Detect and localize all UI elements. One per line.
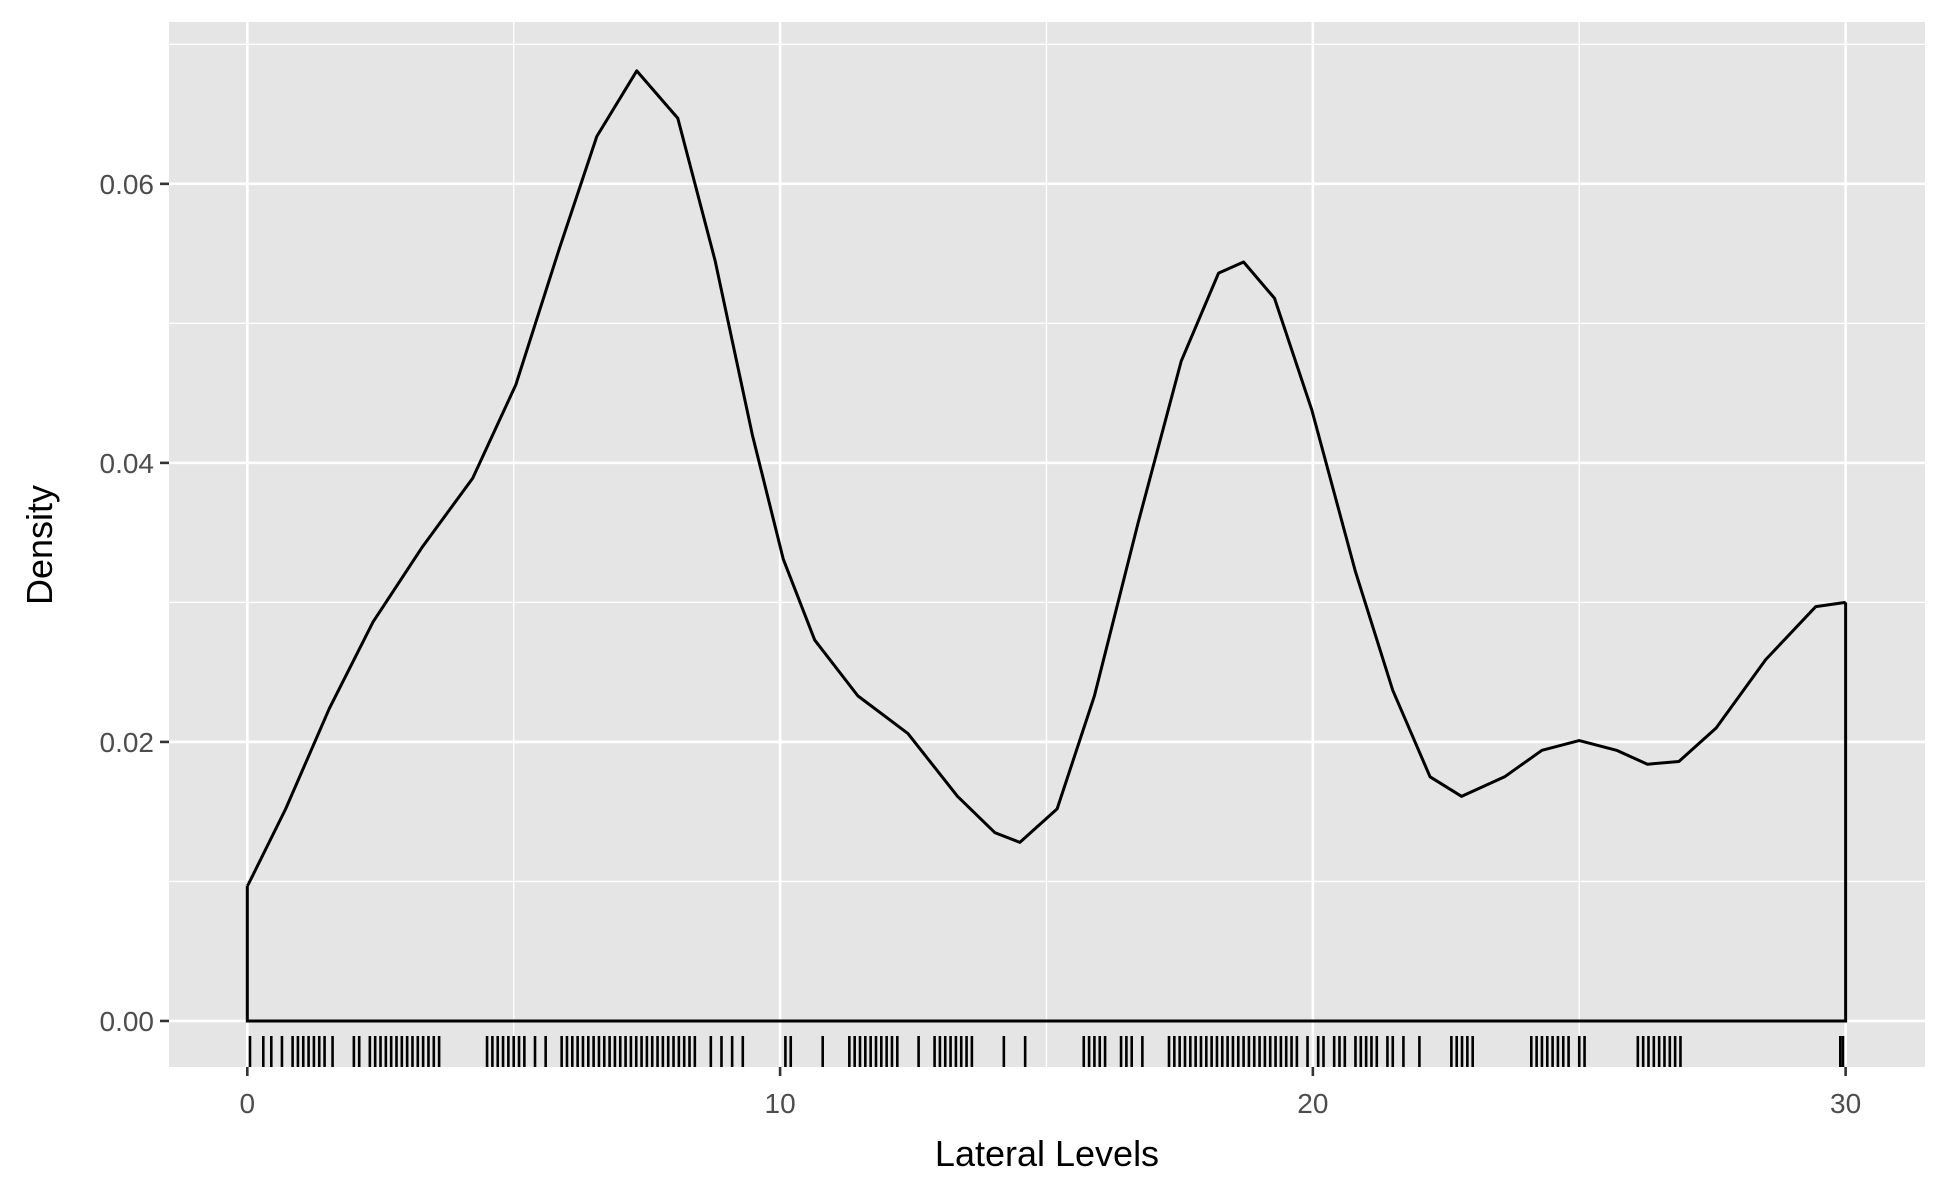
x-tick-label: 0 [240, 1088, 256, 1119]
density-curve [246, 69, 1846, 887]
y-tick-label: 0.06 [100, 169, 155, 200]
x-tick-label: 10 [765, 1088, 796, 1119]
x-tick-label: 30 [1830, 1088, 1861, 1119]
x-tick-label: 20 [1297, 1088, 1328, 1119]
y-axis-title: Density [19, 485, 60, 605]
y-tick-label: 0.00 [100, 1006, 155, 1037]
y-tick-label: 0.04 [100, 448, 155, 479]
x-axis-title: Lateral Levels [935, 1133, 1159, 1174]
density-outline [245, 602, 1848, 1023]
y-tick-label: 0.02 [100, 727, 155, 758]
